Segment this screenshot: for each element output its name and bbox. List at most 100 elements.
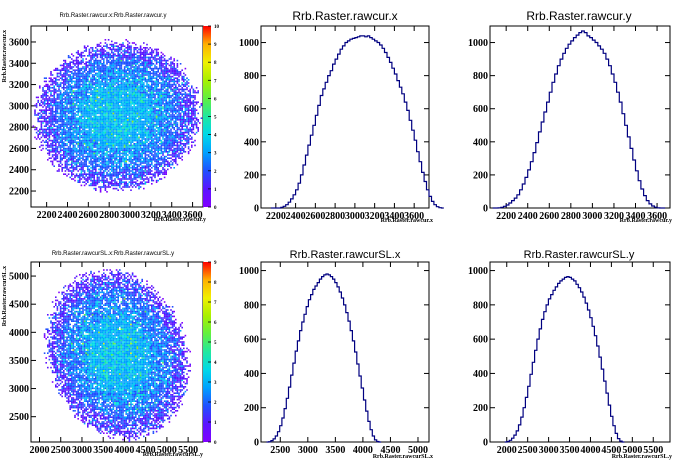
- heatmap-cell: [40, 136, 43, 139]
- heatmap-cell: [45, 130, 47, 132]
- heatmap-cell: [144, 59, 147, 62]
- heatmap-cell: [74, 176, 76, 179]
- heatmap-cell: [95, 152, 97, 155]
- heatmap-cell: [55, 98, 57, 100]
- heatmap-cell: [104, 98, 107, 100]
- heatmap-cell: [139, 90, 142, 92]
- heatmap-cell: [115, 136, 118, 139]
- heatmap-cell: [106, 67, 108, 70]
- heatmap-cell: [50, 71, 52, 73]
- heatmap-cell: [61, 79, 63, 81]
- heatmap-cell: [115, 91, 118, 94]
- heatmap-cell: [82, 115, 84, 118]
- heatmap-cell: [71, 125, 73, 127]
- heatmap-cell: [144, 98, 147, 100]
- heatmap-cell: [119, 96, 121, 99]
- heatmap-cell: [50, 117, 52, 119]
- heatmap-cell: [133, 173, 135, 175]
- heatmap-cell: [80, 51, 83, 54]
- heatmap-cell: [146, 139, 148, 142]
- heatmap-cell: [147, 149, 150, 151]
- heatmap-cell: [112, 45, 115, 47]
- heatmap-cell: [56, 72, 59, 75]
- heatmap-cell: [130, 87, 132, 89]
- heatmap-cell: [147, 77, 150, 79]
- heatmap-cell: [101, 47, 103, 49]
- heatmap-cell: [56, 160, 59, 163]
- heatmap-cell: [144, 117, 147, 119]
- heatmap-cell: [34, 109, 36, 111]
- heatmap-cell: [115, 58, 118, 60]
- heatmap-cell: [114, 88, 116, 91]
- heatmap-cell: [135, 79, 137, 81]
- heatmap-cell: [143, 63, 145, 65]
- heatmap-cell: [77, 114, 79, 116]
- heatmap-cell: [146, 144, 148, 147]
- heatmap-cell: [143, 152, 145, 155]
- heatmap-cell: [112, 79, 115, 81]
- heatmap-cell: [72, 131, 75, 134]
- heatmap-cell: [58, 125, 60, 127]
- heatmap-cell: [93, 130, 95, 132]
- heatmap-cell: [131, 109, 134, 111]
- heatmap-cell: [112, 183, 115, 185]
- heatmap-cell: [95, 181, 97, 183]
- heatmap-cell: [119, 151, 121, 153]
- heatmap-cell: [136, 106, 139, 108]
- heatmap-cell: [99, 111, 102, 113]
- heatmap-cell: [56, 128, 59, 131]
- heatmap-cell: [71, 155, 73, 158]
- heatmap-cell: [93, 96, 95, 99]
- heatmap-cell: [64, 80, 67, 83]
- heatmap-cell: [72, 85, 75, 87]
- heatmap-cell: [104, 181, 107, 183]
- heatmap-cell: [151, 59, 153, 62]
- heatmap-cell: [151, 179, 153, 182]
- heatmap-cell: [63, 128, 65, 131]
- heatmap-cell: [151, 55, 153, 57]
- heatmap-cell: [96, 75, 99, 78]
- heatmap-cell: [107, 127, 110, 129]
- heatmap-cell: [66, 111, 68, 113]
- heatmap-cell: [143, 82, 145, 84]
- heatmap-cell: [88, 131, 91, 134]
- heatmap-cell: [87, 122, 89, 124]
- heatmap-cell: [79, 136, 81, 139]
- heatmap-cell: [55, 159, 57, 161]
- heatmap-cell: [88, 171, 91, 174]
- heatmap-cell: [112, 87, 115, 89]
- heatmap-cell: [75, 160, 78, 163]
- heatmap-cell: [55, 115, 57, 118]
- heatmap-cell: [103, 99, 105, 102]
- heatmap-cell: [147, 115, 150, 118]
- heatmap-cell: [109, 98, 111, 100]
- heatmap-cell: [88, 80, 91, 83]
- heatmap-cell: [107, 96, 110, 99]
- heatmap-cell: [99, 80, 102, 83]
- heatmap-cell: [119, 47, 121, 49]
- heatmap-cell: [144, 119, 147, 121]
- heatmap-cell: [119, 136, 121, 139]
- heatmap-cell: [106, 51, 108, 54]
- heatmap-cell: [85, 133, 87, 135]
- heatmap-cell: [120, 155, 123, 158]
- heatmap-cell: [50, 128, 52, 131]
- heatmap-cell: [103, 186, 105, 188]
- heatmap-cell: [80, 75, 83, 78]
- heatmap-cell: [143, 127, 145, 129]
- heatmap-cell: [117, 146, 119, 148]
- heatmap-cell: [135, 130, 137, 132]
- heatmap-cell: [42, 95, 44, 97]
- heatmap-cell: [139, 71, 142, 73]
- heatmap-cell: [45, 125, 47, 127]
- heatmap-cell: [66, 80, 68, 83]
- heatmap-cell: [146, 72, 148, 75]
- heatmap-cell: [135, 115, 137, 118]
- heatmap-cell: [51, 106, 54, 108]
- heatmap-cell: [146, 107, 148, 110]
- heatmap-cell: [139, 139, 142, 142]
- heatmap-cell: [138, 79, 140, 81]
- heatmap-cell: [67, 117, 70, 119]
- heatmap-cell: [67, 131, 70, 134]
- heatmap-cell: [91, 58, 94, 60]
